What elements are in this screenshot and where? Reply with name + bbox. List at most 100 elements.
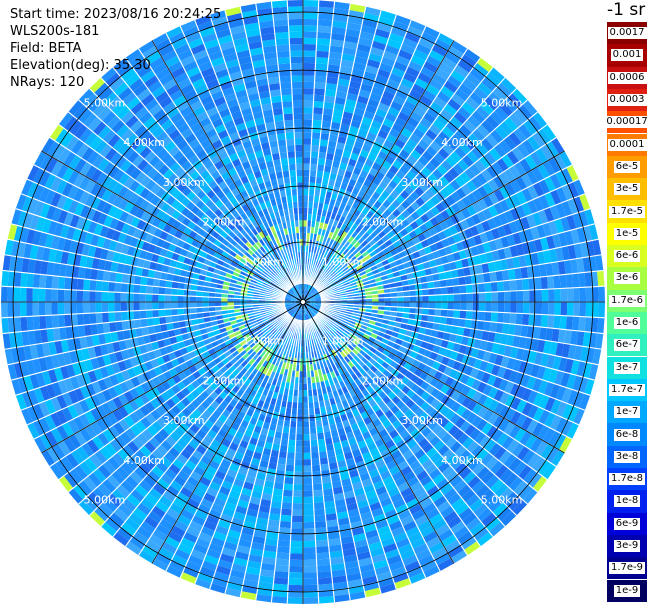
range-gate-cell [304,308,307,315]
range-gate-cell [382,369,392,378]
range-gate-cell [364,253,372,261]
range-gate-cell [443,348,453,359]
range-gate-cell [428,78,444,91]
range-gate-cell [335,505,348,514]
range-gate-cell [392,95,406,106]
range-gate-cell [277,539,291,548]
range-gate-cell [170,295,178,302]
range-gate-cell [306,306,311,313]
range-gate-cell [372,80,387,91]
range-gate-cell [328,269,335,276]
range-gate-cell [342,378,351,387]
range-gate-cell [335,90,348,99]
range-gate-cell [306,283,309,291]
range-gate-cell [471,444,484,458]
range-gate-cell [308,296,315,300]
range-gate-cell [367,98,380,109]
range-gate-cell [334,266,341,273]
range-gate-cell [313,94,325,102]
range-gate-cell [323,165,332,173]
range-gate-cell [364,587,382,598]
range-gate-cell [352,532,367,543]
range-gate-cell [357,212,366,221]
range-gate-cell [290,540,303,548]
range-gate-cell [109,321,117,333]
range-gate-cell [357,155,367,165]
range-gate-cell [306,291,311,298]
range-gate-cell [1,286,8,302]
range-gate-cell [530,252,540,266]
range-gate-cell [402,285,410,292]
range-gate-cell [438,528,454,542]
range-gate-cell [362,372,371,381]
range-gate-cell [457,484,472,498]
range-gate-cell [371,40,387,51]
range-gate-cell [444,270,453,280]
range-gate-cell [328,279,335,285]
range-gate-cell [515,313,523,326]
range-gate-cell [350,74,364,84]
range-gate-cell [597,317,605,334]
range-gate-cell [424,267,433,276]
range-gate-cell [158,309,166,318]
range-gate-cell [326,519,339,528]
range-gate-cell [347,276,355,282]
range-gate-cell [382,50,398,62]
range-gate-cell [379,96,393,107]
range-gate-cell [276,552,290,560]
range-gate-cell [357,383,366,392]
range-gate-cell [377,577,395,588]
range-gate-cell [303,0,319,7]
range-gate-cell [457,158,470,172]
range-gate-cell [342,266,349,273]
range-gate-cell [435,202,446,213]
range-gate-cell [378,531,394,542]
range-gate-cell [313,502,325,510]
range-gate-cell [317,394,324,402]
range-gate-cell [303,195,309,202]
range-gate-cell [374,226,383,235]
range-gate-cell [1,302,8,318]
range-gate-cell [377,129,389,140]
range-gate-cell [311,382,317,390]
range-gate-cell [120,282,128,293]
range-gate-cell [376,238,385,247]
range-gate-cell [351,230,359,239]
range-gate-cell [463,266,471,277]
range-gate-cell [327,178,336,187]
range-gate-cell [499,199,510,213]
range-gate-cell [494,106,509,121]
range-gate-cell [433,179,445,192]
range-gate-cell [449,440,462,454]
range-gate-cell [540,276,549,290]
range-gate-cell [533,238,544,253]
range-gate-cell [563,259,573,275]
range-gate-cell [354,233,362,242]
range-gate-cell [57,276,66,290]
range-gate-cell [303,471,313,479]
range-gate-cell [374,28,391,39]
range-gate-cell [420,525,436,538]
range-gate-cell [315,56,329,65]
range-gate-cell [503,280,511,292]
range-gate-cell [362,223,371,232]
range-gate-cell [314,307,321,311]
range-gate-cell [294,377,300,384]
range-gate-cell [13,302,21,318]
range-gate-cell [386,38,403,50]
range-gate-cell [299,308,302,315]
range-gate-cell [390,100,403,112]
range-gate-cell [336,84,349,93]
range-gate-cell [273,482,284,490]
range-gate-cell [338,162,348,171]
range-gate-cell [509,245,519,258]
range-gate-cell [578,316,586,332]
range-gate-cell [356,342,365,350]
range-gate-cell [584,378,595,396]
range-gate-cell [374,369,383,378]
range-gate-cell [532,211,543,227]
range-gate-cell [431,233,441,244]
range-gate-cell [381,234,390,243]
range-gate-cell [337,517,351,526]
range-gate-cell [480,137,494,152]
